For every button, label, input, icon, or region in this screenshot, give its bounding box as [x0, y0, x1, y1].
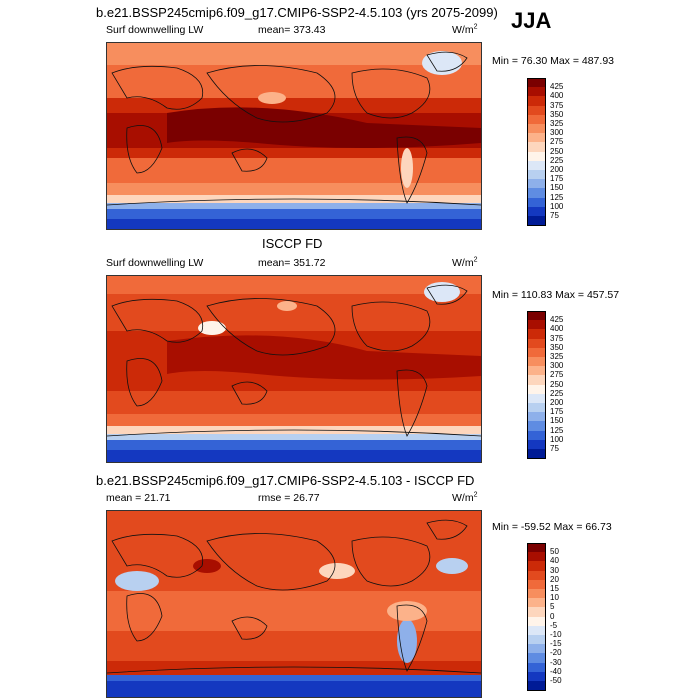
- colorbar-label: -20: [550, 648, 562, 658]
- colorbar-label: -15: [550, 639, 562, 649]
- panel1-mean: mean= 373.43: [258, 24, 326, 36]
- panel3-min-max: Min = -59.52 Max = 66.73: [492, 521, 612, 533]
- colorbar-label: 75: [550, 444, 559, 453]
- colorbar-label: 325: [550, 352, 564, 361]
- colorbar-label: 100: [550, 434, 564, 444]
- colorbar-label: 150: [550, 416, 564, 426]
- colorbar-label: 15: [550, 584, 559, 593]
- colorbar-label: 125: [550, 192, 564, 202]
- colorbar-label: 400: [550, 91, 564, 101]
- panel3-rmse: rmse = 26.77: [258, 492, 320, 504]
- colorbar-label: -40: [550, 666, 562, 676]
- colorbar-label: 40: [550, 556, 559, 566]
- colorbar-label: 175: [550, 174, 564, 184]
- colorbar-label: 50: [550, 547, 559, 557]
- colorbar-label: -5: [550, 620, 558, 630]
- panel2-map: [106, 275, 482, 463]
- colorbar-label: 250: [550, 146, 564, 156]
- colorbar-label: 10: [550, 593, 559, 603]
- colorbar-label: -50: [550, 676, 562, 685]
- colorbar-label: 200: [550, 165, 564, 174]
- panel2-unit: W/m2: [452, 256, 478, 269]
- colorbar-swatch: [527, 216, 546, 227]
- colorbar-label: 0: [550, 611, 555, 621]
- colorbar-label: 325: [550, 119, 564, 128]
- colorbar-label: 125: [550, 425, 564, 435]
- colorbar-label: 20: [550, 574, 559, 584]
- colorbar-label: 225: [550, 388, 564, 398]
- season-label: JJA: [511, 8, 552, 33]
- colorbar-label: 425: [550, 82, 564, 92]
- panel2-mean: mean= 351.72: [258, 257, 326, 269]
- panel1-min-max: Min = 76.30 Max = 487.93: [492, 55, 614, 67]
- figure-title: b.e21.BSSP245cmip6.f09_g17.CMIP6-SSP2-4.…: [96, 5, 498, 20]
- colorbar-label: 175: [550, 407, 564, 417]
- colorbar-label: 400: [550, 324, 564, 334]
- colorbar-swatch: [527, 681, 546, 692]
- colorbar-label: 300: [550, 128, 564, 138]
- panel3-title: b.e21.BSSP245cmip6.f09_g17.CMIP6-SSP2-4.…: [96, 473, 475, 488]
- panel1-map-field: [107, 43, 481, 229]
- colorbar-label: 275: [550, 370, 564, 380]
- colorbar-label: 30: [550, 565, 559, 575]
- colorbar-label: 350: [550, 342, 564, 352]
- panel3-unit: W/m2: [452, 491, 478, 504]
- panel2-map-field: [107, 276, 481, 462]
- panel2-field-label: Surf downwelling LW: [106, 257, 204, 269]
- panel1-unit: W/m2: [452, 23, 478, 36]
- colorbar-label: 200: [550, 398, 564, 407]
- colorbar-label: 5: [550, 602, 555, 612]
- panel1-map: [106, 42, 482, 230]
- colorbar-label: 75: [550, 211, 559, 220]
- colorbar-label: -30: [550, 657, 562, 667]
- colorbar-label: 250: [550, 379, 564, 389]
- panel2-title: ISCCP FD: [262, 236, 323, 251]
- colorbar-label: 275: [550, 137, 564, 147]
- colorbar-label: 100: [550, 201, 564, 211]
- colorbar-label: 375: [550, 100, 564, 110]
- panel3-map-field: [107, 511, 481, 697]
- colorbar-label: 300: [550, 361, 564, 371]
- colorbar-label: 225: [550, 155, 564, 165]
- panel3-map: [106, 510, 482, 698]
- colorbar-label: 150: [550, 183, 564, 193]
- panel3-mean: mean = 21.71: [106, 492, 171, 504]
- panel2-min-max: Min = 110.83 Max = 457.57: [492, 289, 620, 301]
- colorbar-label: -10: [550, 630, 562, 639]
- panel1-field-label: Surf downwelling LW: [106, 24, 204, 36]
- colorbar-label: 350: [550, 109, 564, 119]
- colorbar-label: 425: [550, 315, 564, 325]
- colorbar-swatch: [527, 449, 546, 460]
- colorbar-label: 375: [550, 333, 564, 343]
